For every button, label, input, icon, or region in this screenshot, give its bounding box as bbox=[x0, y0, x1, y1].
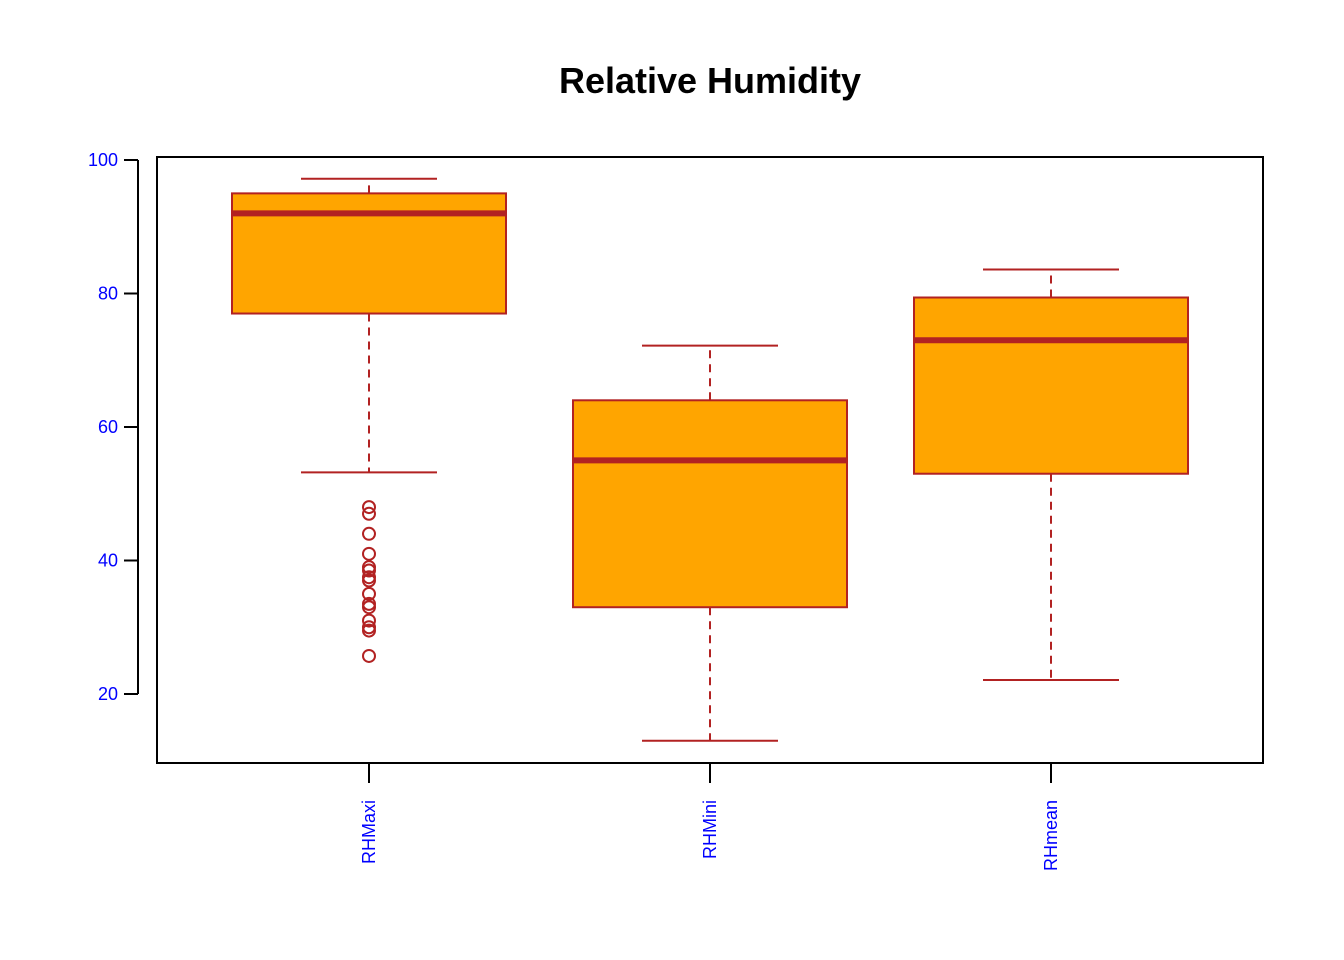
x-category-label: RHMini bbox=[700, 800, 720, 859]
chart-title: Relative Humidity bbox=[559, 60, 861, 101]
x-axis: RHMaxi RHMini RHmean bbox=[359, 763, 1061, 871]
y-tick-label: 100 bbox=[88, 150, 118, 170]
y-axis: 20 40 60 80 100 bbox=[88, 150, 139, 704]
outlier-point bbox=[362, 623, 376, 638]
outlier-point bbox=[362, 613, 376, 628]
x-category-label: RHmean bbox=[1041, 800, 1061, 871]
boxes bbox=[231, 177, 1189, 742]
outlier-point bbox=[362, 600, 376, 615]
outlier-point bbox=[362, 563, 376, 578]
y-tick-label: 60 bbox=[98, 417, 118, 437]
outlier-point bbox=[362, 648, 376, 663]
outlier-point bbox=[362, 546, 376, 561]
box-group bbox=[913, 268, 1189, 681]
y-tick-label: 40 bbox=[98, 551, 118, 571]
outlier-point bbox=[362, 573, 376, 588]
outlier-point bbox=[362, 506, 376, 521]
outlier-point bbox=[362, 526, 376, 541]
outlier-point bbox=[362, 500, 376, 515]
y-tick-label: 80 bbox=[98, 284, 118, 304]
y-tick-label: 20 bbox=[98, 684, 118, 704]
box-iqr bbox=[913, 296, 1189, 475]
box-group bbox=[231, 177, 507, 663]
box-iqr bbox=[572, 399, 848, 609]
x-category-label: RHMaxi bbox=[359, 800, 379, 864]
outlier-point bbox=[362, 586, 376, 601]
box-group bbox=[572, 344, 848, 742]
